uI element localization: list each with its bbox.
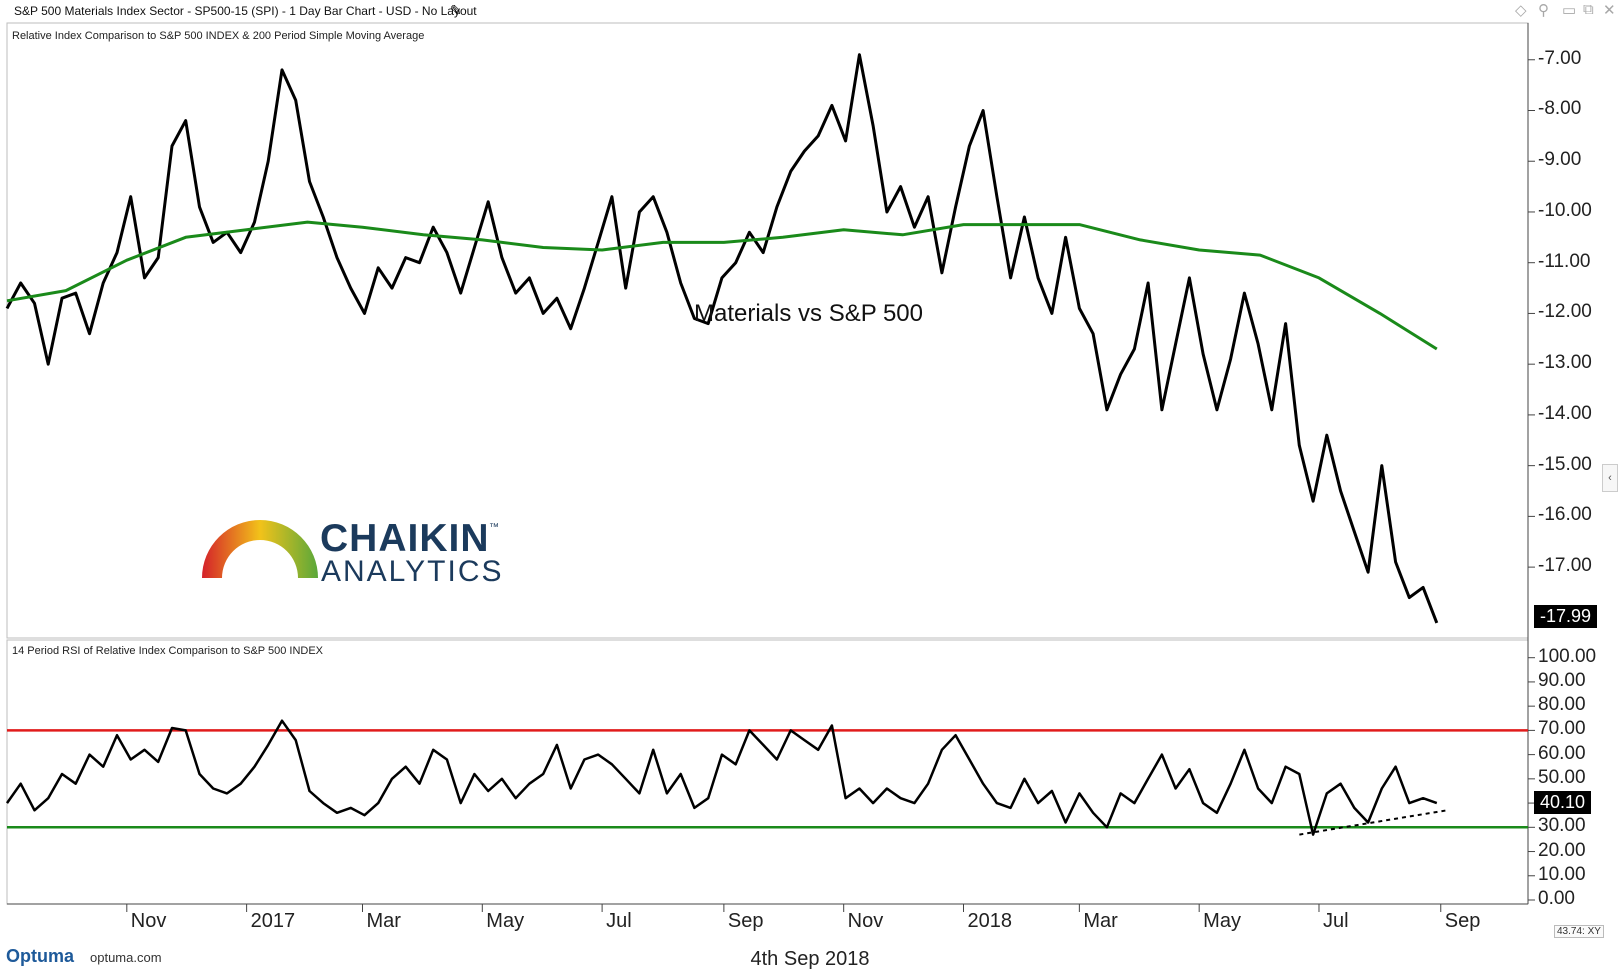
optuma-url[interactable]: optuma.com — [90, 950, 162, 965]
rsi-y-tick-label: 0.00 — [1538, 888, 1575, 909]
chaikin-logo-arc — [202, 520, 318, 578]
price-y-tick-label: -8.00 — [1538, 98, 1582, 120]
x-tick-label: Sep — [1444, 910, 1481, 932]
diamond-icon[interactable]: ◇ — [1515, 2, 1527, 19]
rsi-y-tick-label: 70.00 — [1538, 718, 1586, 740]
x-tick-label: Nov — [847, 910, 884, 932]
chevron-left-icon[interactable]: ‹ — [1602, 464, 1618, 492]
optuma-logo: Optuma — [6, 946, 75, 966]
price-y-tick-label: -15.00 — [1538, 453, 1592, 475]
price-y-tick-label: -17.00 — [1538, 555, 1592, 577]
price-y-tick-label: -11.00 — [1538, 250, 1591, 272]
price-y-tick-label: -12.00 — [1538, 301, 1592, 323]
trademark-symbol: ™ — [489, 522, 499, 533]
rsi-y-tick-label: 90.00 — [1538, 669, 1586, 691]
price-y-tick-label: -16.00 — [1538, 504, 1592, 526]
rsi-y-tick-label: 100.00 — [1538, 645, 1597, 667]
rsi-y-tick-label: 80.00 — [1538, 694, 1586, 716]
analytics-logo-text: ANALYTICS — [321, 555, 504, 588]
x-tick-marks — [126, 904, 1442, 912]
x-tick-label: Nov — [130, 910, 167, 932]
price-y-tick-label: -7.00 — [1538, 47, 1582, 69]
rsi-y-tick-label: 30.00 — [1538, 815, 1586, 837]
chart-window-title: S&P 500 Materials Index Sector - SP500-1… — [14, 4, 477, 18]
restore-icon[interactable]: ⧉ — [1583, 1, 1594, 18]
rsi-last-value-tag: 40.10 — [1534, 790, 1592, 814]
rsi-panel-frame — [6, 639, 1529, 905]
minimize-icon[interactable]: ▭ — [1562, 2, 1577, 19]
price-last-value-tag: -17.99 — [1534, 605, 1598, 629]
rsi-levels — [7, 729, 1528, 836]
close-icon[interactable]: ✕ — [1603, 2, 1616, 19]
price-y-tick-label: -10.00 — [1538, 199, 1592, 221]
rsi-panel-title: 14 Period RSI of Relative Index Comparis… — [12, 645, 324, 657]
series-lines — [5, 53, 1439, 836]
rsi-line — [5, 719, 1438, 836]
rsi-y-tick-label: 20.00 — [1538, 839, 1586, 861]
coordinate-readout: 43.74: XY — [1554, 925, 1604, 938]
chart-date-label: 4th Sep 2018 — [750, 948, 870, 970]
chaikin-logo-text: CHAIKIN — [320, 517, 490, 560]
chart-annotation: Materials vs S&P 500 — [694, 300, 923, 327]
pin-icon[interactable]: ⚲ — [1538, 2, 1549, 19]
rsi-y-tick-label: 10.00 — [1538, 863, 1586, 885]
x-tick-label: Mar — [366, 910, 401, 932]
y-tick-marks — [1528, 59, 1535, 901]
pencil-icon[interactable]: ✎ — [450, 2, 462, 18]
x-tick-label: May — [486, 910, 525, 932]
x-tick-label: 2017 — [250, 910, 296, 932]
rsi-y-tick-label: 60.00 — [1538, 742, 1586, 764]
rsi-trendline — [1299, 809, 1447, 836]
relative-price-line — [5, 53, 1439, 624]
x-tick-label: Jul — [606, 910, 632, 932]
sma-200-line — [6, 220, 1438, 351]
price-panel-title: Relative Index Comparison to S&P 500 IND… — [12, 30, 425, 42]
price-y-tick-label: -13.00 — [1538, 352, 1592, 374]
x-tick-label: May — [1203, 910, 1241, 932]
rsi-y-tick-label: 50.00 — [1538, 766, 1586, 788]
price-y-tick-label: -9.00 — [1538, 149, 1582, 171]
x-tick-label: Sep — [727, 910, 764, 932]
x-tick-label: 2018 — [967, 910, 1012, 932]
x-tick-label: Jul — [1322, 910, 1349, 932]
x-tick-label: Mar — [1083, 910, 1118, 932]
price-y-tick-label: -14.00 — [1538, 402, 1592, 424]
